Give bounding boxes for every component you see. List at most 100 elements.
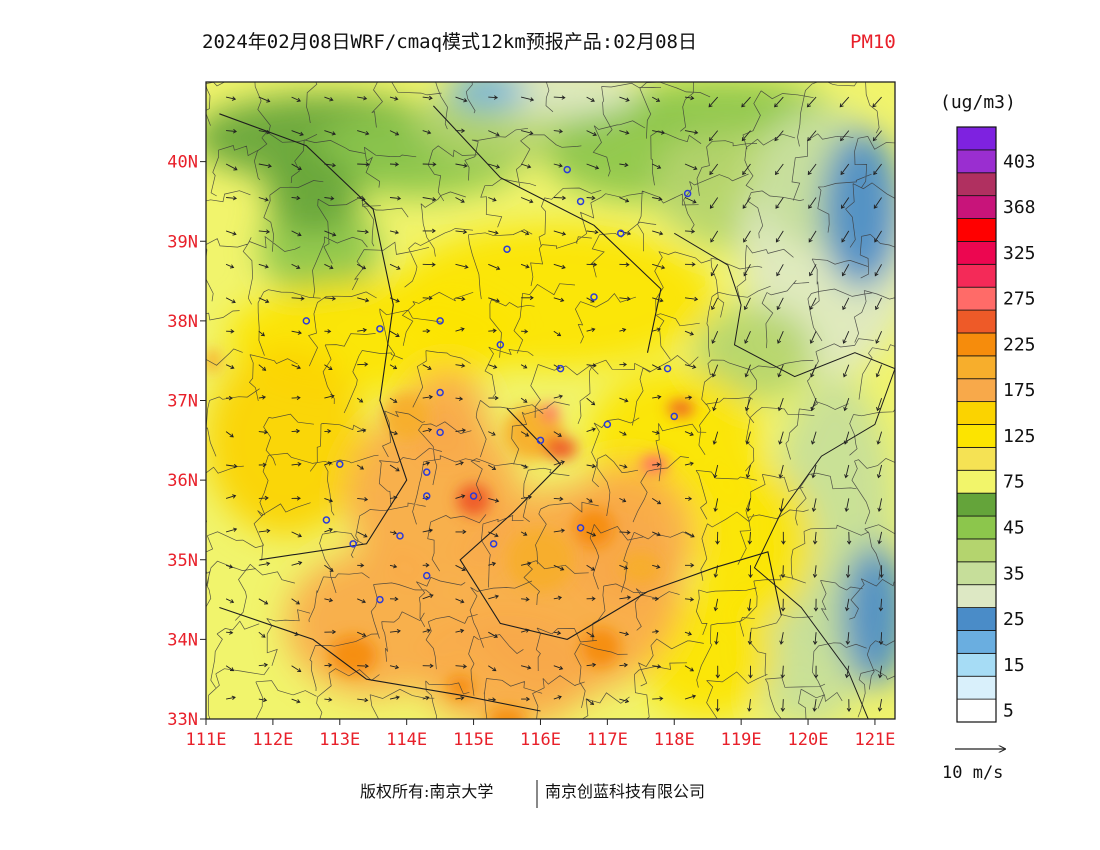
lon-label: 115E <box>453 730 494 750</box>
latitude-labels: 40N 39N 38N 37N 36N 35N 34N 33N <box>167 153 198 730</box>
city-marker <box>422 468 431 476</box>
legend-bin <box>956 561 997 586</box>
lon-label: 113E <box>319 730 360 750</box>
map-title: 2024年02月08日WRF/cmaq模式12km预报产品:02月08日 <box>202 31 697 53</box>
axis-ticks <box>200 161 876 725</box>
city-marker <box>496 341 505 349</box>
legend-bin <box>956 698 997 723</box>
legend-bin <box>956 675 997 700</box>
city-marker <box>469 492 478 500</box>
legend-bin <box>956 401 997 425</box>
lat-label: 33N <box>167 710 198 730</box>
city-marker <box>436 428 444 437</box>
city-marker <box>489 540 498 548</box>
city-marker <box>349 540 357 548</box>
legend-bin <box>956 241 997 265</box>
wind-reference: 10 m/s <box>942 749 1005 783</box>
city-marker <box>616 229 625 238</box>
legend-bin <box>956 126 997 151</box>
lat-label: 39N <box>167 232 198 252</box>
longitude-labels: 111E 112E 113E 114E 115E 116E 117E 118E 119E 120E… <box>186 730 896 750</box>
legend-bin <box>956 652 997 677</box>
lat-label: 38N <box>167 312 198 332</box>
legend-bin <box>956 309 997 334</box>
city-marker <box>336 460 344 468</box>
lat-label: 37N <box>167 392 198 412</box>
city-marker <box>563 165 571 174</box>
lon-label: 111E <box>186 730 227 750</box>
city-marker <box>302 317 311 325</box>
city-marker <box>322 516 331 524</box>
city-marker <box>670 412 679 421</box>
legend-bin <box>956 446 997 471</box>
legend-bin <box>956 218 997 242</box>
legend-label: 35 <box>1003 563 1025 584</box>
legend-label: 275 <box>1003 289 1036 310</box>
legend-bin <box>956 630 997 654</box>
wind-vectors <box>225 95 884 712</box>
legend-bin <box>956 607 997 631</box>
legend-label: 45 <box>1003 517 1025 538</box>
legend-label: 368 <box>1003 197 1036 218</box>
legend-bin <box>956 172 997 197</box>
city-marker <box>603 420 612 429</box>
legend-bin <box>956 492 997 517</box>
legend-bin <box>956 538 997 563</box>
city-markers <box>302 165 692 604</box>
city-marker <box>436 317 444 325</box>
lon-label: 120E <box>788 730 829 750</box>
lat-label: 34N <box>167 630 198 650</box>
species-label: PM10 <box>850 31 896 53</box>
city-marker <box>376 325 384 333</box>
lat-label: 35N <box>167 551 198 571</box>
legend-label: 125 <box>1003 426 1036 447</box>
city-marker <box>396 532 404 540</box>
city-marker <box>536 436 545 445</box>
lon-label: 121E <box>854 730 895 750</box>
copyright-right: 南京创蓝科技有限公司 <box>545 782 705 801</box>
legend-bin <box>956 378 997 403</box>
lon-label: 116E <box>520 730 561 750</box>
legend-label: 75 <box>1003 472 1025 493</box>
legend-label: 325 <box>1003 243 1036 264</box>
legend-bin <box>956 286 997 311</box>
legend-label: 225 <box>1003 334 1036 355</box>
admin-boundaries <box>206 82 895 719</box>
city-marker <box>663 364 672 373</box>
color-legend: 5 15 25 35 45 75 125 175 225 275 325 368 403 <box>956 126 1036 723</box>
legend-bin <box>956 515 997 540</box>
wind-reference-label: 10 m/s <box>942 763 1003 783</box>
legend-bin <box>956 469 997 494</box>
city-marker <box>503 245 511 253</box>
city-marker <box>576 197 585 206</box>
legend-label: 175 <box>1003 380 1036 401</box>
legend-unit: (ug/m3) <box>940 92 1016 113</box>
lat-label: 40N <box>167 153 198 173</box>
legend-bin <box>956 149 997 174</box>
legend-label: 5 <box>1003 701 1014 722</box>
legend-bin <box>956 332 997 357</box>
city-marker <box>576 524 585 532</box>
lon-label: 119E <box>721 730 762 750</box>
copyright-left: 版权所有:南京大学 <box>360 782 493 801</box>
lon-label: 112E <box>252 730 293 750</box>
legend-bin <box>956 424 997 448</box>
legend-bin <box>956 584 997 608</box>
legend-label: 15 <box>1003 655 1025 676</box>
city-marker <box>422 492 431 500</box>
lat-label: 36N <box>167 471 198 491</box>
legend-label: 25 <box>1003 609 1025 630</box>
legend-bin <box>956 355 997 380</box>
city-marker <box>683 189 692 198</box>
lon-label: 117E <box>587 730 628 750</box>
city-marker <box>422 571 431 580</box>
city-marker <box>376 595 384 604</box>
city-marker <box>556 364 565 373</box>
lon-label: 118E <box>654 730 695 750</box>
city-marker <box>590 293 598 301</box>
lon-label: 114E <box>386 730 427 750</box>
legend-bin <box>956 263 997 288</box>
legend-label: 403 <box>1003 151 1036 172</box>
city-marker <box>436 388 444 397</box>
